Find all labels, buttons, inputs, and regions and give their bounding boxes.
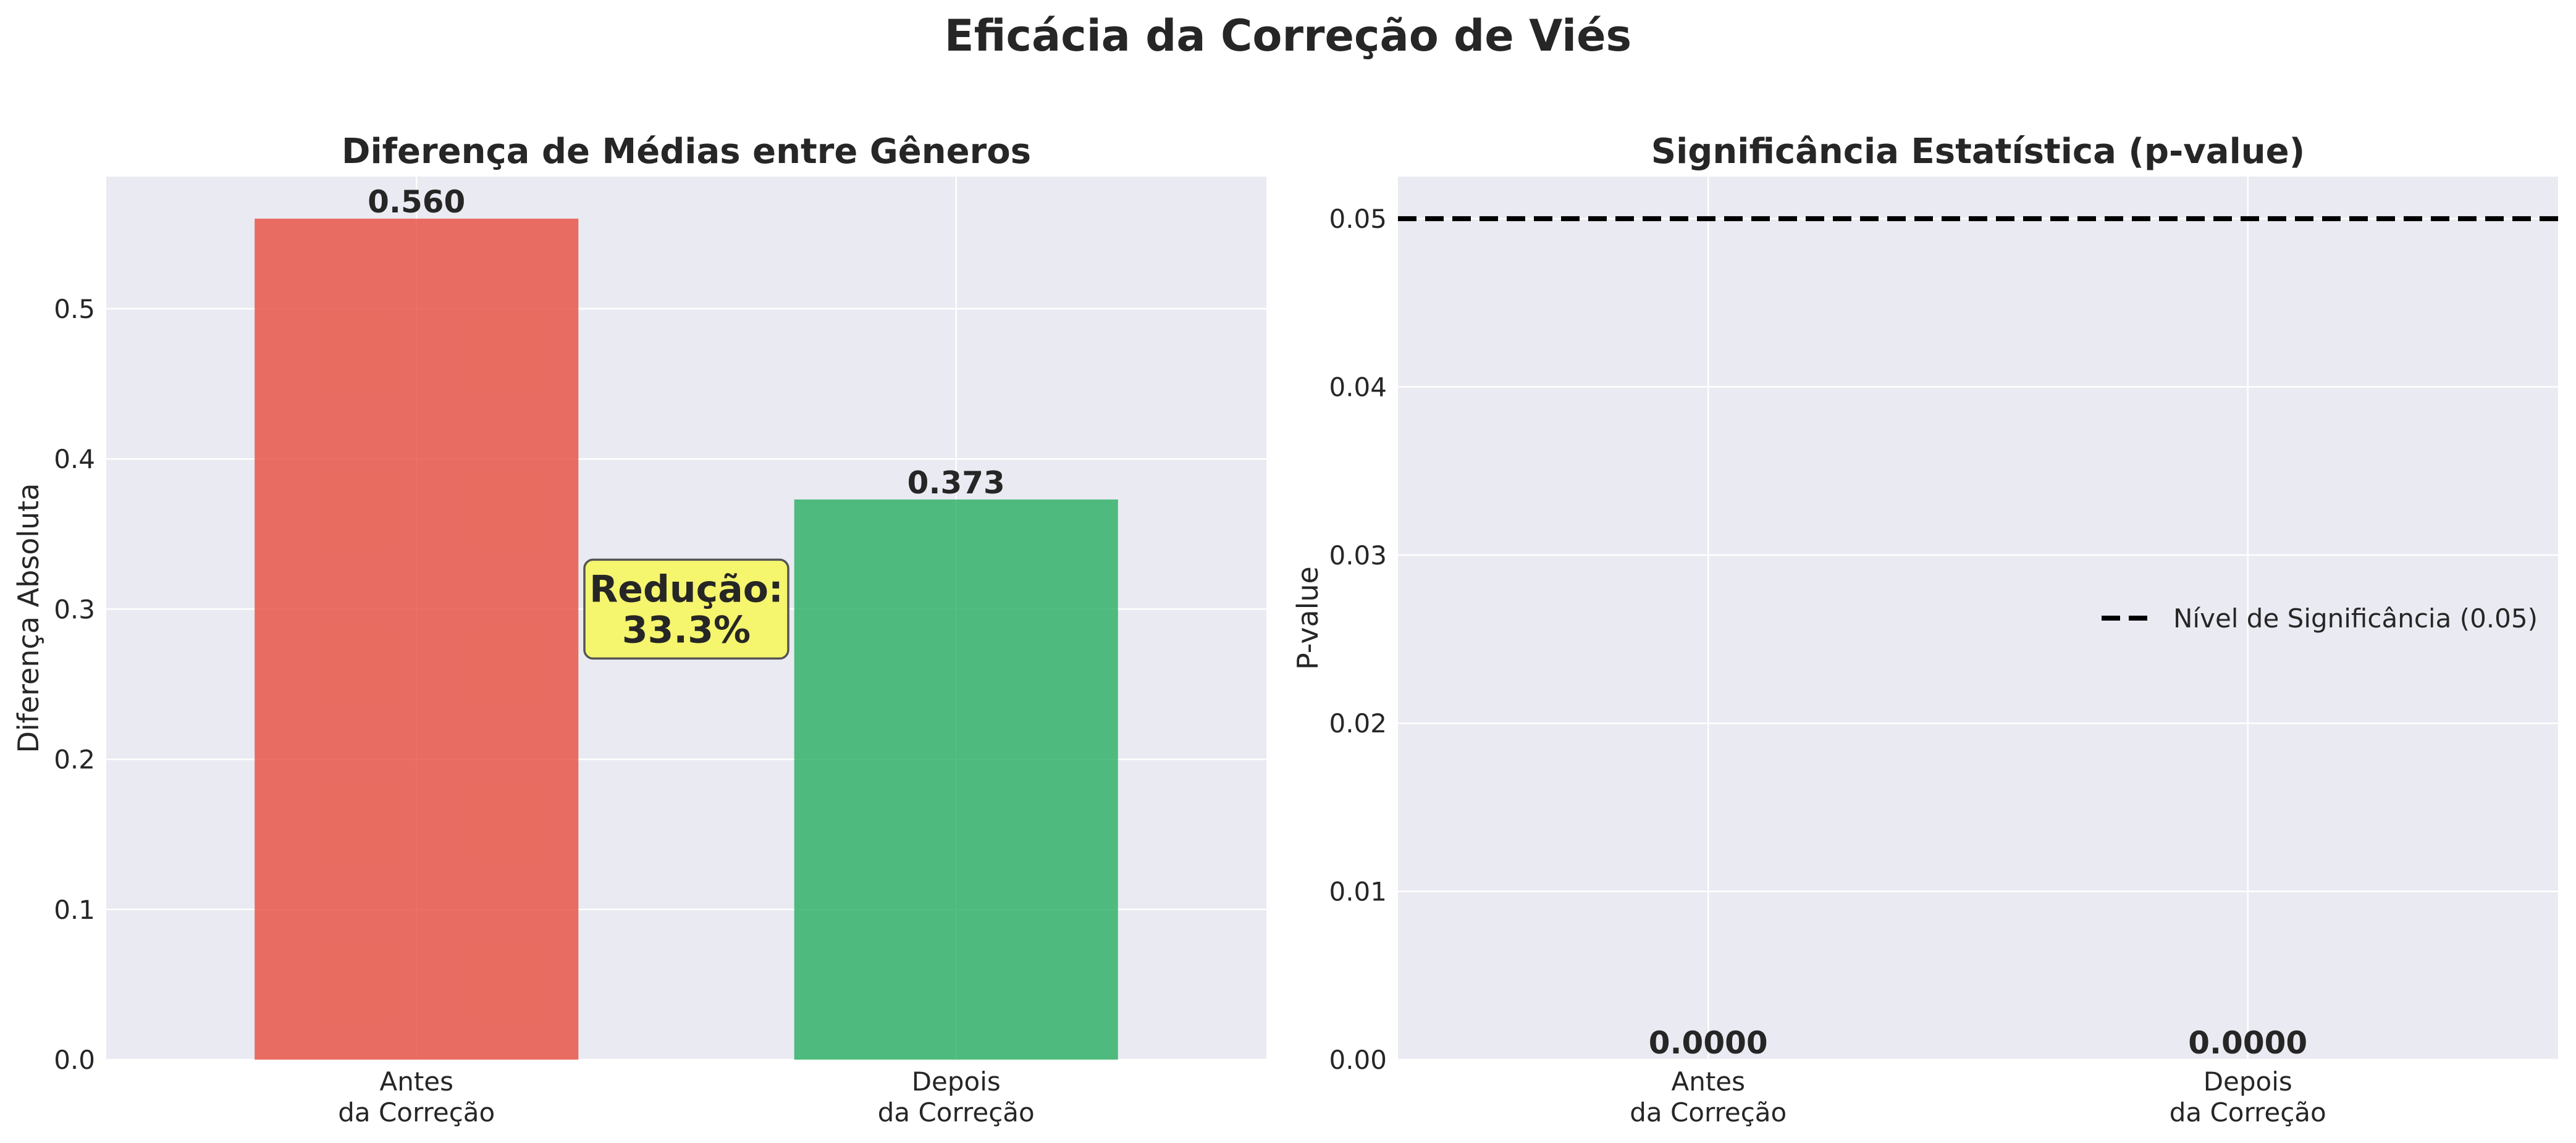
left-y-axis-label: Diferença Absoluta	[12, 483, 45, 753]
right-y-axis-label: P-value	[1291, 566, 1324, 670]
right-bar-value-label: 0.0000	[2188, 1025, 2307, 1061]
right-chart: Significância Estatística (p-value) P-va…	[1291, 132, 2558, 1128]
left-y-tick-label: 0.0	[54, 1045, 95, 1075]
left-y-tick-label: 0.4	[54, 444, 95, 474]
right-y-tick-label: 0.04	[1329, 372, 1387, 402]
right-y-tick-label: 0.00	[1329, 1045, 1387, 1075]
left-y-tick-label: 0.5	[54, 294, 95, 324]
left-bar	[794, 499, 1118, 1060]
right-chart-title: Significância Estatística (p-value)	[1651, 132, 2305, 172]
left-x-tick-label: da Correção	[338, 1097, 495, 1128]
right-x-tick-label: Antes	[1671, 1066, 1745, 1097]
reduction-annotation-box	[583, 558, 789, 660]
reduction-annotation-text: 33.3%	[622, 608, 751, 651]
left-x-tick-label: Antes	[379, 1066, 453, 1097]
left-bar-value-label: 0.560	[368, 184, 465, 220]
left-y-tick-label: 0.3	[54, 594, 95, 624]
right-y-tick-label: 0.03	[1329, 540, 1387, 571]
right-x-tick-label: da Correção	[1630, 1097, 1787, 1128]
right-y-tick-label: 0.01	[1329, 877, 1387, 907]
left-bar	[255, 219, 579, 1060]
left-x-tick-label: da Correção	[878, 1097, 1035, 1128]
right-y-tick-label: 0.05	[1329, 204, 1387, 234]
left-bar-value-label: 0.373	[907, 465, 1005, 501]
legend-label: Nível de Significância (0.05)	[2173, 603, 2538, 634]
right-x-tick-label: Depois	[2203, 1066, 2292, 1097]
left-x-tick-label: Depois	[912, 1066, 1001, 1097]
left-y-tick-label: 0.1	[54, 895, 95, 925]
right-y-tick-label: 0.02	[1329, 708, 1387, 739]
figure-title: Eficácia da Correção de Viés	[945, 10, 1631, 61]
left-chart: Diferença de Médias entre Gêneros Difere…	[12, 132, 1266, 1128]
left-y-tick-label: 0.2	[54, 745, 95, 775]
right-bar-value-label: 0.0000	[1649, 1025, 1768, 1061]
right-x-tick-label: da Correção	[2170, 1097, 2326, 1128]
left-chart-title: Diferença de Médias entre Gêneros	[342, 132, 1031, 172]
right-plot-area	[1398, 177, 2558, 1060]
reduction-annotation-text: Redução:	[589, 567, 783, 611]
